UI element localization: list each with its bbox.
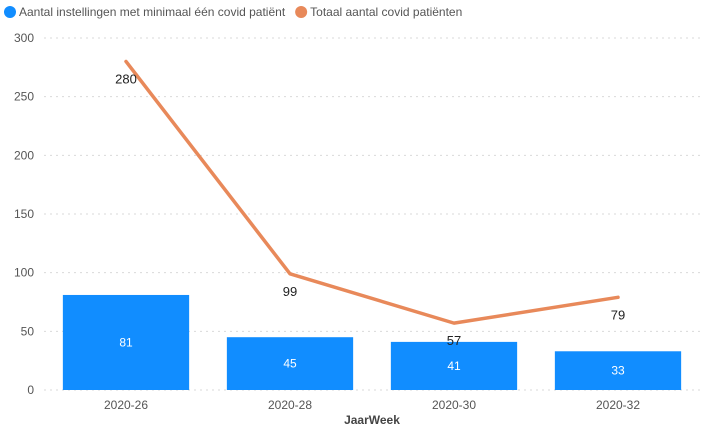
x-axis-title: JaarWeek	[344, 413, 400, 427]
bar-data-label: 41	[447, 359, 461, 373]
bar-data-label: 45	[283, 357, 297, 371]
y-tick-label: 50	[21, 324, 35, 338]
x-tick-label: 2020-30	[432, 398, 476, 412]
bar-series: 81 45 41 33	[62, 294, 682, 390]
y-tick-label: 300	[14, 31, 34, 45]
bar-data-label: 33	[611, 364, 625, 378]
x-tick-label: 2020-28	[268, 398, 312, 412]
x-tick-label: 2020-26	[104, 398, 148, 412]
series-line	[124, 59, 620, 325]
legend-label-2: Totaal aantal covid patiënten	[310, 5, 462, 19]
y-tick-label: 250	[14, 90, 34, 104]
bar-data-label: 81	[119, 335, 133, 349]
y-axis: 0 50 100 150 200 250 300	[14, 31, 34, 397]
legend-marker-2	[295, 6, 308, 18]
line-series: 280 99 57 79	[115, 59, 625, 348]
y-tick-label: 200	[14, 148, 34, 162]
y-tick-label: 0	[27, 383, 34, 397]
line-data-label: 57	[447, 333, 461, 348]
x-axis: 2020-26 2020-28 2020-30 2020-32	[104, 398, 640, 412]
legend-marker-1	[4, 6, 16, 18]
bar	[554, 351, 682, 390]
line-data-label: 280	[115, 71, 137, 86]
x-tick-label: 2020-32	[596, 398, 640, 412]
y-tick-label: 150	[14, 207, 34, 221]
line-data-label: 79	[611, 307, 625, 322]
legend: Aantal instellingen met minimaal één cov…	[4, 5, 462, 19]
line-data-label: 99	[283, 284, 297, 299]
bar	[390, 341, 518, 390]
y-tick-label: 100	[14, 266, 34, 280]
bar	[62, 294, 190, 390]
legend-label-1: Aantal instellingen met minimaal één cov…	[19, 5, 286, 19]
bar	[226, 337, 354, 390]
